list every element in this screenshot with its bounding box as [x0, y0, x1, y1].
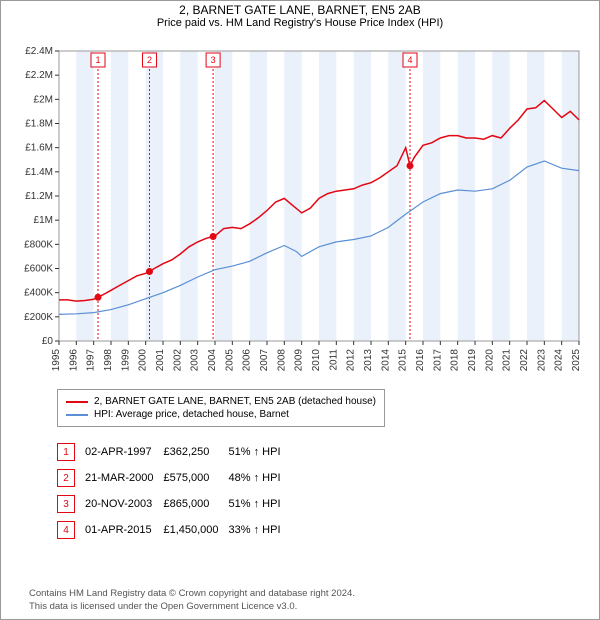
legend-swatch-hpi — [66, 414, 88, 416]
legend-label: 2, BARNET GATE LANE, BARNET, EN5 2AB (de… — [94, 396, 376, 407]
svg-text:1996: 1996 — [68, 349, 79, 372]
svg-text:1997: 1997 — [86, 349, 97, 372]
svg-text:£0: £0 — [42, 336, 54, 347]
svg-text:2017: 2017 — [432, 349, 443, 372]
svg-text:2001: 2001 — [155, 349, 166, 372]
sale-delta: 48% ↑ HPI — [229, 465, 291, 491]
svg-text:2007: 2007 — [259, 349, 270, 372]
svg-text:2004: 2004 — [207, 349, 218, 372]
svg-text:1999: 1999 — [120, 349, 131, 372]
svg-text:£1.4M: £1.4M — [25, 167, 53, 178]
svg-text:£1.2M: £1.2M — [25, 191, 53, 202]
sale-date: 20-NOV-2003 — [85, 491, 163, 517]
svg-text:1995: 1995 — [51, 349, 62, 372]
price-chart: £0 £200K £400K £600K £800K £1M £1.2M £1.4M £1.6M… — [13, 41, 589, 381]
svg-text:1998: 1998 — [103, 349, 114, 372]
svg-text:2014: 2014 — [380, 349, 391, 372]
svg-text:£1M: £1M — [34, 215, 53, 226]
footer-line1: Contains HM Land Registry data © Crown c… — [29, 588, 355, 600]
svg-text:2008: 2008 — [276, 349, 287, 372]
svg-text:£800K: £800K — [24, 239, 53, 250]
svg-text:4: 4 — [407, 55, 412, 65]
footer-line2: This data is licensed under the Open Gov… — [29, 601, 355, 613]
svg-text:£2.2M: £2.2M — [25, 70, 53, 81]
svg-text:£1.6M: £1.6M — [25, 143, 53, 154]
sale-date: 21-MAR-2000 — [85, 465, 163, 491]
legend: 2, BARNET GATE LANE, BARNET, EN5 2AB (de… — [57, 389, 385, 427]
legend-swatch-subject — [66, 401, 88, 403]
table-row: 2 21-MAR-2000£575,00048% ↑ HPI — [57, 465, 291, 491]
legend-row: HPI: Average price, detached house, Barn… — [66, 409, 376, 420]
svg-text:2012: 2012 — [346, 349, 357, 372]
svg-text:2000: 2000 — [138, 349, 149, 372]
legend-label: HPI: Average price, detached house, Barn… — [94, 409, 289, 420]
title-line2: Price paid vs. HM Land Registry's House … — [1, 17, 599, 29]
svg-text:£2M: £2M — [34, 94, 53, 105]
svg-text:2009: 2009 — [294, 349, 305, 372]
svg-text:2025: 2025 — [571, 349, 582, 372]
sale-price: £865,000 — [163, 491, 228, 517]
svg-text:2019: 2019 — [467, 349, 478, 372]
svg-text:2020: 2020 — [484, 349, 495, 372]
transactions-table: 1 02-APR-1997£362,25051% ↑ HPI 2 21-MAR-200… — [57, 439, 291, 543]
svg-text:£200K: £200K — [24, 312, 53, 323]
svg-text:1: 1 — [95, 55, 100, 65]
svg-text:£600K: £600K — [24, 264, 53, 275]
sale-delta: 33% ↑ HPI — [229, 517, 291, 543]
sale-date: 02-APR-1997 — [85, 439, 163, 465]
svg-text:£1.8M: £1.8M — [25, 119, 53, 130]
legend-row: 2, BARNET GATE LANE, BARNET, EN5 2AB (de… — [66, 396, 376, 407]
sale-delta: 51% ↑ HPI — [229, 439, 291, 465]
svg-text:3: 3 — [211, 55, 216, 65]
svg-text:2005: 2005 — [224, 349, 235, 372]
svg-text:2024: 2024 — [554, 349, 565, 372]
svg-text:2002: 2002 — [172, 349, 183, 372]
svg-text:£2.4M: £2.4M — [25, 46, 53, 57]
sale-date: 01-APR-2015 — [85, 517, 163, 543]
svg-text:2011: 2011 — [328, 349, 339, 371]
sale-price: £1,450,000 — [163, 517, 228, 543]
table-row: 1 02-APR-1997£362,25051% ↑ HPI — [57, 439, 291, 465]
sale-marker-3: 3 — [57, 495, 75, 513]
svg-text:2023: 2023 — [536, 349, 547, 372]
table-row: 3 20-NOV-2003£865,00051% ↑ HPI — [57, 491, 291, 517]
title-line1: 2, BARNET GATE LANE, BARNET, EN5 2AB — [1, 3, 599, 17]
svg-text:2013: 2013 — [363, 349, 374, 372]
svg-text:2003: 2003 — [190, 349, 201, 372]
svg-text:£400K: £400K — [24, 288, 53, 299]
sale-delta: 51% ↑ HPI — [229, 491, 291, 517]
svg-text:2021: 2021 — [502, 349, 513, 372]
table-row: 4 01-APR-2015£1,450,00033% ↑ HPI — [57, 517, 291, 543]
sale-marker-1: 1 — [57, 443, 75, 461]
svg-text:2006: 2006 — [242, 349, 253, 372]
sale-marker-4: 4 — [57, 521, 75, 539]
sale-price: £575,000 — [163, 465, 228, 491]
svg-text:2018: 2018 — [450, 349, 461, 372]
sale-marker-2: 2 — [57, 469, 75, 487]
svg-text:2015: 2015 — [398, 349, 409, 372]
svg-text:2016: 2016 — [415, 349, 426, 372]
svg-text:2022: 2022 — [519, 349, 530, 372]
sale-price: £362,250 — [163, 439, 228, 465]
svg-text:2010: 2010 — [311, 349, 322, 372]
chart-container: 2, BARNET GATE LANE, BARNET, EN5 2AB Pri… — [0, 0, 600, 620]
footer: Contains HM Land Registry data © Crown c… — [29, 588, 355, 613]
svg-text:2: 2 — [147, 55, 152, 65]
